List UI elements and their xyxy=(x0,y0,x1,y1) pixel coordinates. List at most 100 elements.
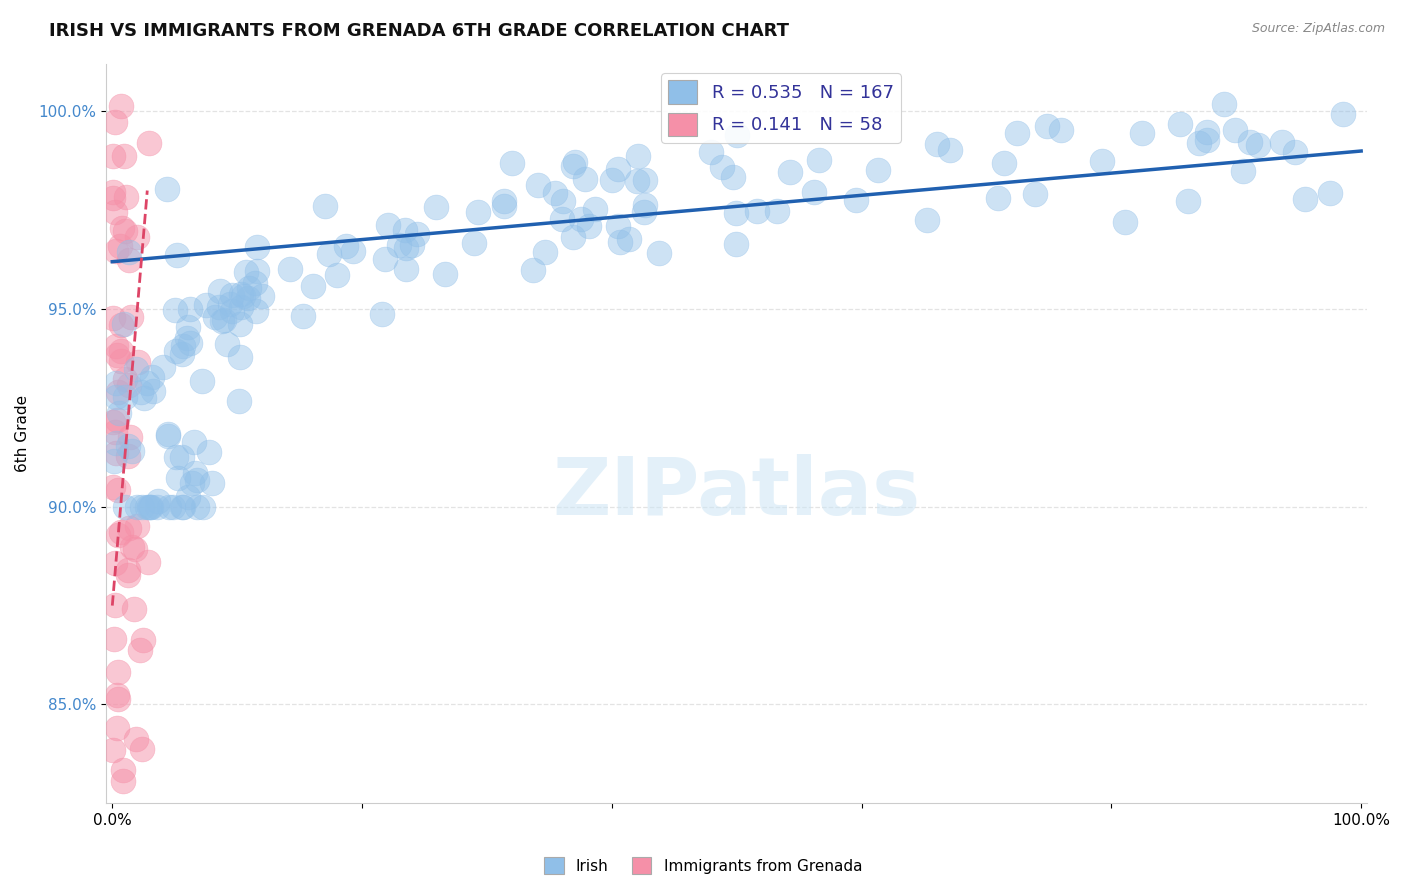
Point xyxy=(215,337,238,351)
Point xyxy=(318,246,340,260)
Point xyxy=(104,114,127,128)
Point xyxy=(103,632,125,646)
Point xyxy=(221,303,243,318)
Point xyxy=(105,244,128,259)
Point xyxy=(101,480,124,494)
Point xyxy=(107,692,129,706)
Point xyxy=(314,199,336,213)
Point xyxy=(125,732,148,747)
Point xyxy=(105,688,128,702)
Point xyxy=(114,390,136,404)
Point xyxy=(1005,126,1028,140)
Point xyxy=(1331,107,1354,121)
Point xyxy=(198,445,221,459)
Point xyxy=(250,288,273,302)
Point xyxy=(101,743,124,757)
Point xyxy=(111,773,134,788)
Point xyxy=(105,436,128,450)
Point xyxy=(927,137,949,152)
Point xyxy=(105,413,128,427)
Point xyxy=(779,165,801,179)
Point xyxy=(434,267,457,281)
Point xyxy=(125,518,148,533)
Point xyxy=(103,149,125,163)
Point xyxy=(626,174,648,188)
Point xyxy=(1294,192,1316,206)
Point xyxy=(1024,187,1046,202)
Point xyxy=(172,500,194,514)
Point xyxy=(527,178,550,192)
Point xyxy=(395,241,418,255)
Point xyxy=(104,425,127,439)
Point xyxy=(1284,145,1306,159)
Point xyxy=(600,173,623,187)
Point xyxy=(165,302,187,317)
Point xyxy=(1168,117,1191,131)
Point xyxy=(425,200,447,214)
Point xyxy=(371,307,394,321)
Point xyxy=(156,427,179,442)
Point xyxy=(633,205,655,219)
Point xyxy=(103,454,125,468)
Point xyxy=(201,476,224,491)
Point xyxy=(170,347,193,361)
Point xyxy=(117,563,139,577)
Point xyxy=(104,390,127,404)
Point xyxy=(131,742,153,756)
Point xyxy=(209,284,232,298)
Point xyxy=(138,136,160,150)
Point xyxy=(117,568,139,582)
Point xyxy=(156,429,179,443)
Point xyxy=(574,172,596,186)
Point xyxy=(172,338,194,352)
Point xyxy=(551,211,574,226)
Point xyxy=(235,264,257,278)
Point xyxy=(278,261,301,276)
Point xyxy=(1114,215,1136,229)
Point xyxy=(146,500,169,514)
Point xyxy=(569,212,592,227)
Point xyxy=(138,500,160,514)
Point xyxy=(463,235,485,250)
Point xyxy=(111,221,134,235)
Point xyxy=(110,525,132,540)
Point xyxy=(186,500,208,514)
Point xyxy=(107,483,129,498)
Point xyxy=(131,500,153,514)
Point xyxy=(120,430,142,444)
Point xyxy=(101,415,124,429)
Point xyxy=(302,279,325,293)
Point xyxy=(114,148,136,162)
Point xyxy=(561,230,583,244)
Point xyxy=(167,471,190,485)
Point xyxy=(114,372,136,386)
Point xyxy=(238,281,260,295)
Point xyxy=(105,339,128,353)
Point xyxy=(107,527,129,541)
Point xyxy=(564,155,586,169)
Point xyxy=(229,318,252,332)
Point xyxy=(522,263,544,277)
Point xyxy=(245,303,267,318)
Point xyxy=(183,434,205,449)
Point xyxy=(606,162,628,177)
Point xyxy=(607,219,630,233)
Point xyxy=(229,300,252,314)
Point xyxy=(1232,163,1254,178)
Point xyxy=(104,446,127,460)
Point xyxy=(219,296,242,310)
Point xyxy=(204,310,226,325)
Point xyxy=(648,245,671,260)
Point xyxy=(118,245,141,260)
Point xyxy=(401,238,423,252)
Point xyxy=(578,219,600,234)
Point xyxy=(125,230,148,244)
Point xyxy=(165,344,187,359)
Point xyxy=(177,320,200,334)
Point xyxy=(103,190,125,204)
Point xyxy=(103,185,125,199)
Point xyxy=(176,331,198,345)
Point xyxy=(766,203,789,218)
Point xyxy=(110,344,132,359)
Point xyxy=(181,476,204,491)
